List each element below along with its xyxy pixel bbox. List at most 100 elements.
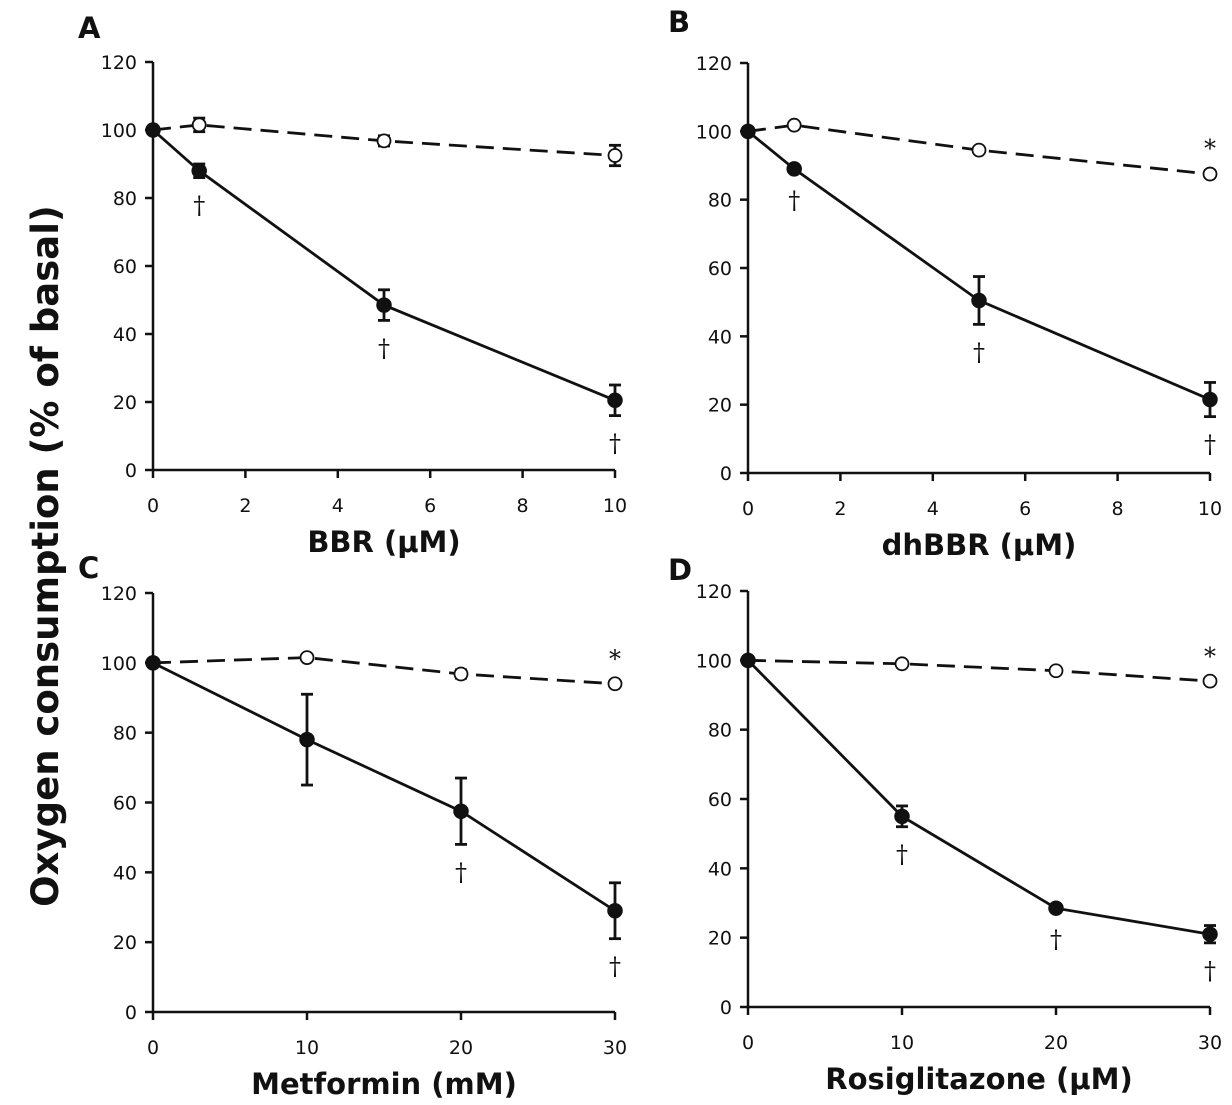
y-tick-label: 80 (708, 720, 732, 742)
y-tick-label: 120 (101, 583, 137, 605)
x-tick-label: 30 (603, 1037, 627, 1059)
data-point (894, 808, 910, 825)
x-tick-label: 10 (1198, 498, 1222, 520)
y-tick-label: 20 (708, 928, 732, 950)
chart-panel-b: B 0 20 40 60 80 100 120 0 2 4 6 8 10 dhBBR (μM) * † † † (668, 5, 1222, 562)
data-point (299, 731, 315, 748)
x-tick-label: 0 (147, 495, 159, 517)
series-line (747, 130, 1211, 401)
data-point (786, 117, 802, 133)
x-tick-label: 0 (742, 1032, 754, 1054)
x-tick-label: 0 (147, 1037, 159, 1059)
y-tick-label: 20 (708, 395, 732, 417)
significance-dagger: † (609, 953, 621, 981)
series-line (152, 123, 616, 157)
y-tick-label: 0 (720, 997, 732, 1019)
y-tick-label: 40 (708, 858, 732, 880)
y-tick-label: 120 (696, 53, 732, 75)
data-point (971, 142, 987, 158)
series-open: * (145, 645, 623, 692)
x-axis-label: Metformin (mM) (251, 1067, 517, 1101)
data-point (191, 117, 207, 133)
y-tick-label: 60 (113, 256, 137, 278)
significance-dagger: † (609, 430, 621, 458)
x-tick-label: 10 (295, 1037, 319, 1059)
shared-y-axis-label: Oxygen consumption (% of basal) (24, 205, 67, 907)
data-point (894, 656, 910, 672)
x-tick-label: 4 (332, 495, 344, 517)
data-point (376, 297, 392, 313)
significance-dagger: † (193, 192, 205, 220)
series-open: * (740, 117, 1218, 182)
x-tick-label: 4 (927, 498, 939, 520)
series-line (747, 123, 1211, 176)
data-point (607, 148, 623, 163)
chart-panel-d: D 0 20 40 60 80 100 120 0 10 20 30 Rosiglitazone (μM… (668, 553, 1222, 1096)
panel-label: A (78, 11, 101, 45)
data-point (740, 652, 756, 669)
y-tick-label: 100 (101, 653, 137, 675)
x-tick-label: 20 (1044, 1032, 1068, 1054)
x-tick-label: 10 (603, 495, 627, 517)
y-tick-label: 100 (101, 120, 137, 142)
x-axis-label: Rosiglitazone (μM) (825, 1062, 1132, 1096)
data-point (1048, 900, 1064, 916)
x-tick-label: 8 (517, 495, 529, 517)
significance-dagger: † (896, 841, 908, 869)
y-tick-label: 60 (113, 793, 137, 815)
panel-label: B (668, 5, 690, 39)
series-filled: †† (145, 655, 623, 981)
significance-dagger: † (1050, 926, 1062, 954)
y-tick-label: 100 (696, 650, 732, 672)
significance-dagger: † (378, 334, 390, 362)
x-tick-label: 30 (1198, 1032, 1222, 1054)
data-point (971, 292, 987, 309)
data-point (740, 123, 756, 140)
x-tick-label: 10 (890, 1032, 914, 1054)
data-point (607, 392, 623, 409)
series-line (152, 656, 616, 686)
y-tick-label: 80 (113, 188, 137, 210)
significance-asterisk: * (1204, 642, 1216, 670)
panel-label: D (668, 553, 692, 587)
y-tick-label: 100 (696, 121, 732, 143)
x-tick-label: 6 (424, 495, 436, 517)
series-filled: † † † (740, 652, 1218, 985)
data-point (786, 161, 802, 177)
y-tick-label: 0 (125, 1002, 137, 1024)
series-line (152, 128, 616, 402)
y-tick-label: 60 (708, 789, 732, 811)
significance-dagger: † (788, 186, 800, 214)
data-point (145, 122, 161, 138)
y-tick-label: 40 (113, 862, 137, 884)
data-point (1048, 663, 1064, 679)
y-tick-label: 80 (708, 190, 732, 212)
data-point (145, 655, 161, 671)
x-tick-label: 2 (834, 498, 846, 520)
data-point (453, 803, 469, 819)
x-tick-label: 2 (239, 495, 251, 517)
series-filled: † † † (145, 122, 623, 458)
y-tick-label: 0 (125, 460, 137, 482)
series-line (747, 658, 1211, 683)
y-tick-label: 60 (708, 258, 732, 280)
significance-dagger: † (973, 338, 985, 366)
series-line (747, 659, 1211, 936)
y-tick-label: 40 (708, 326, 732, 348)
data-point (1202, 166, 1218, 182)
significance-dagger: † (1204, 431, 1216, 459)
significance-dagger: † (1204, 957, 1216, 985)
data-point (453, 666, 469, 682)
significance-asterisk: * (1204, 135, 1216, 163)
x-tick-label: 8 (1112, 498, 1124, 520)
data-point (376, 133, 392, 149)
y-tick-label: 80 (113, 723, 137, 745)
x-axis-label: BBR (μM) (307, 525, 460, 559)
series-filled: † † † (740, 123, 1218, 459)
y-tick-label: 120 (696, 581, 732, 603)
series-open (145, 116, 623, 168)
data-point (299, 650, 315, 665)
y-tick-label: 20 (113, 932, 137, 954)
